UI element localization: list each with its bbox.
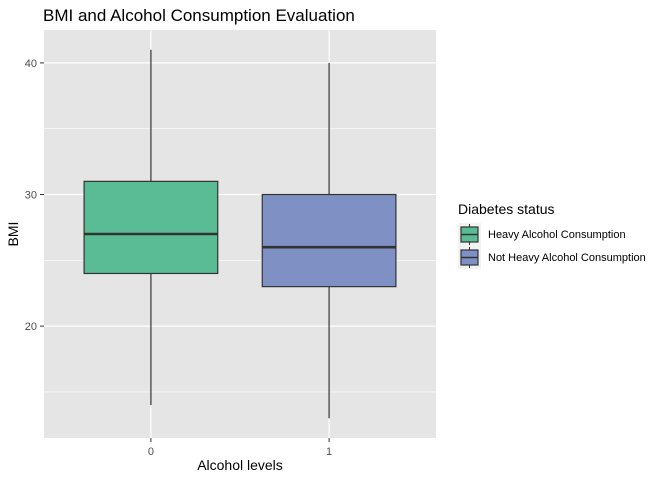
legend-title: Diabetes status [458,201,555,217]
legend-item: Not Heavy Alcohol Consumption [458,246,646,269]
y-tick-label: 40 [25,58,37,70]
legend-label: Not Heavy Alcohol Consumption [488,252,646,264]
boxes [83,49,397,419]
box-0 [83,49,219,406]
x-tick-label: 0 [148,446,154,458]
legend: Diabetes status Heavy Alcohol Consumptio… [458,201,646,269]
legend-item: Heavy Alcohol Consumption [458,223,626,246]
chart-title: BMI and Alcohol Consumption Evaluation [43,6,355,25]
box-body [83,180,219,275]
y-tick-label: 30 [25,190,37,202]
box-body [261,193,397,288]
y-axis-title: BMI [5,222,21,247]
y-tick-label: 20 [25,321,37,333]
x-tick-label: 1 [326,446,332,458]
x-axis-title: Alcohol levels [197,457,283,473]
legend-label: Heavy Alcohol Consumption [488,229,626,241]
box-1 [261,62,397,419]
y-axis: 20 30 40 [25,58,44,333]
